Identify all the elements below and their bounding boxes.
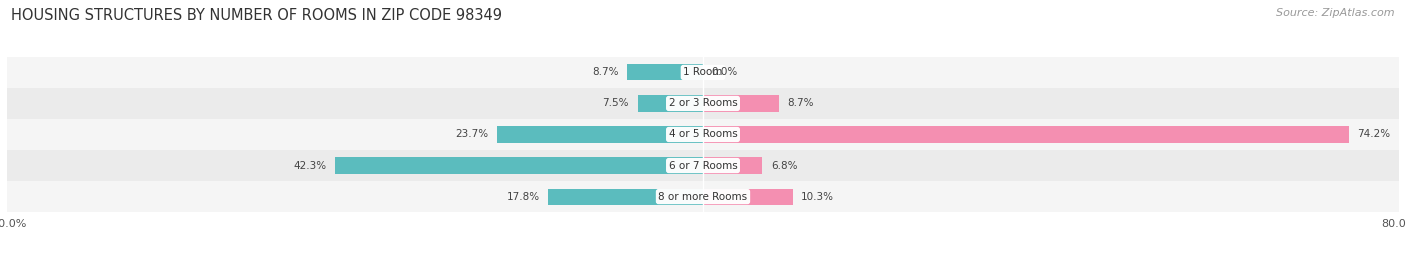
Bar [7, 88, 1399, 119]
Bar [7, 57, 1399, 88]
Text: 2 or 3 Rooms: 2 or 3 Rooms [669, 98, 737, 108]
Text: 8 or more Rooms: 8 or more Rooms [658, 192, 748, 201]
Text: 0.0%: 0.0% [711, 68, 738, 77]
Text: 7.5%: 7.5% [603, 98, 628, 108]
Bar [703, 157, 762, 174]
Bar [703, 126, 1348, 143]
Bar [703, 189, 793, 205]
Bar [638, 95, 703, 112]
Text: 10.3%: 10.3% [801, 192, 834, 201]
Bar [627, 64, 703, 80]
Text: 6.8%: 6.8% [770, 161, 797, 171]
Text: 1 Room: 1 Room [683, 68, 723, 77]
Text: 17.8%: 17.8% [506, 192, 540, 201]
Text: 8.7%: 8.7% [787, 98, 814, 108]
Text: Source: ZipAtlas.com: Source: ZipAtlas.com [1277, 8, 1395, 18]
Bar [335, 157, 703, 174]
Text: 6 or 7 Rooms: 6 or 7 Rooms [669, 161, 737, 171]
Text: 4 or 5 Rooms: 4 or 5 Rooms [669, 129, 737, 140]
Bar [7, 150, 1399, 181]
Text: 42.3%: 42.3% [294, 161, 326, 171]
Bar [496, 126, 703, 143]
Text: 23.7%: 23.7% [456, 129, 488, 140]
Text: 74.2%: 74.2% [1357, 129, 1391, 140]
Bar [703, 95, 779, 112]
Bar [7, 119, 1399, 150]
Bar [548, 189, 703, 205]
Text: 8.7%: 8.7% [592, 68, 619, 77]
Text: HOUSING STRUCTURES BY NUMBER OF ROOMS IN ZIP CODE 98349: HOUSING STRUCTURES BY NUMBER OF ROOMS IN… [11, 8, 502, 23]
Bar [7, 181, 1399, 212]
